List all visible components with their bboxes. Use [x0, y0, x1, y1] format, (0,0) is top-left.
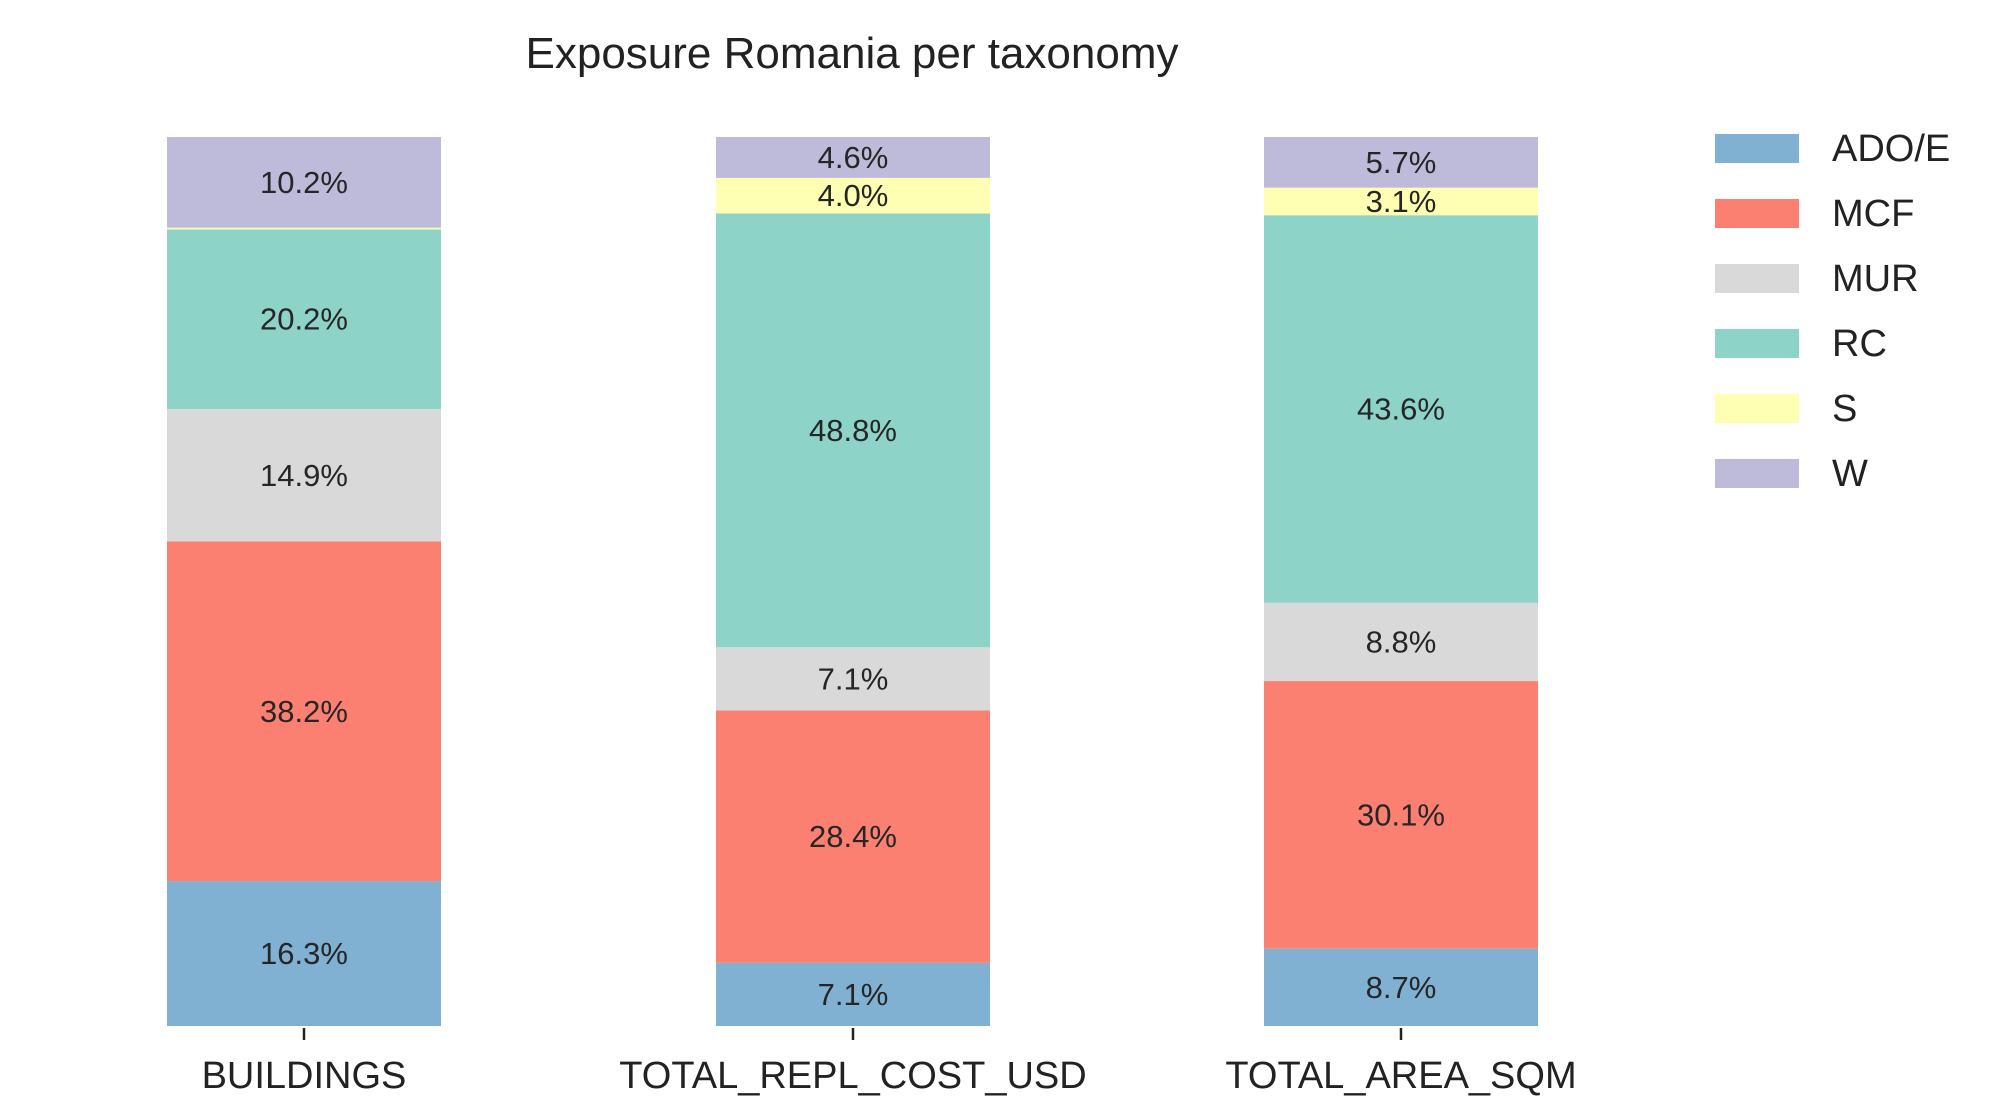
legend-label: S — [1832, 388, 1857, 430]
bar-segment-rc — [716, 213, 990, 648]
legend-swatch — [1715, 394, 1799, 423]
bar-segment-rc — [167, 229, 441, 410]
bar-segment-s — [716, 177, 990, 214]
bar-segment-ado-e — [716, 962, 990, 1026]
bar-segment-w — [716, 137, 990, 178]
bar-segment-ado-e — [1264, 948, 1538, 1026]
x-tick-label: TOTAL_AREA_SQM — [1225, 1055, 1576, 1097]
legend: ADO/E MCF MUR RC SW — [1715, 128, 1950, 495]
legend-swatch — [1715, 264, 1799, 293]
legend-swatch — [1715, 199, 1799, 228]
data-label-rc: 43.6% — [1357, 392, 1445, 427]
data-label-s: 4.0% — [818, 178, 889, 213]
data-label-mcf: 30.1% — [1357, 797, 1445, 832]
data-label-s: 3.1% — [1366, 184, 1437, 219]
bar-segment-s — [1264, 187, 1538, 216]
data-label-mcf: 28.4% — [809, 819, 897, 854]
data-label-mur: 8.8% — [1366, 624, 1437, 659]
data-label-mur: 7.1% — [818, 661, 889, 696]
bar-segment-mcf — [716, 710, 990, 963]
x-tick-label: TOTAL_REPL_COST_USD — [619, 1055, 1086, 1097]
bar-segment-s — [167, 227, 441, 230]
legend-label: MCF — [1832, 193, 1914, 235]
legend-label: RC — [1832, 323, 1887, 365]
legend-swatch — [1715, 329, 1799, 358]
data-label-ado-e: 16.3% — [260, 936, 348, 971]
x-tick-label: BUILDINGS — [202, 1055, 407, 1097]
bar-segment-w — [167, 137, 441, 228]
bar-segment-w — [1264, 137, 1538, 188]
bars-group: 16.3% 38.2% 14.9% 20.2% 10.2% 7.1% 28.4% 7.1% 48… — [167, 137, 1538, 1026]
x-axis: BUILDINGS TOTAL_REPL_COST_USD TOTAL_AREA_S… — [202, 1028, 1577, 1097]
bar-segment-mur — [167, 409, 441, 542]
bar-segment-mcf — [167, 541, 441, 882]
data-label-ado-e: 8.7% — [1366, 970, 1437, 1005]
legend-label: MUR — [1832, 258, 1919, 300]
data-label-rc: 48.8% — [809, 413, 897, 448]
data-label-w: 5.7% — [1366, 145, 1437, 180]
bar-segment-mcf — [1264, 681, 1538, 949]
bar-segment-rc — [1264, 215, 1538, 603]
data-label-mur: 14.9% — [260, 458, 348, 493]
data-label-mcf: 38.2% — [260, 694, 348, 729]
data-label-w: 4.6% — [818, 140, 889, 175]
legend-label: W — [1832, 453, 1868, 495]
legend-label: ADO/E — [1832, 128, 1950, 170]
chart-title: Exposure Romania per taxonomy — [526, 29, 1179, 78]
legend-swatch — [1715, 459, 1799, 488]
bar-segment-mur — [1264, 602, 1538, 682]
data-label-rc: 20.2% — [260, 302, 348, 337]
data-label-w: 10.2% — [260, 165, 348, 200]
data-label-ado-e: 7.1% — [818, 977, 889, 1012]
bar-segment-ado-e — [167, 881, 441, 1026]
legend-swatch — [1715, 134, 1799, 163]
bar-segment-mur — [716, 647, 990, 711]
